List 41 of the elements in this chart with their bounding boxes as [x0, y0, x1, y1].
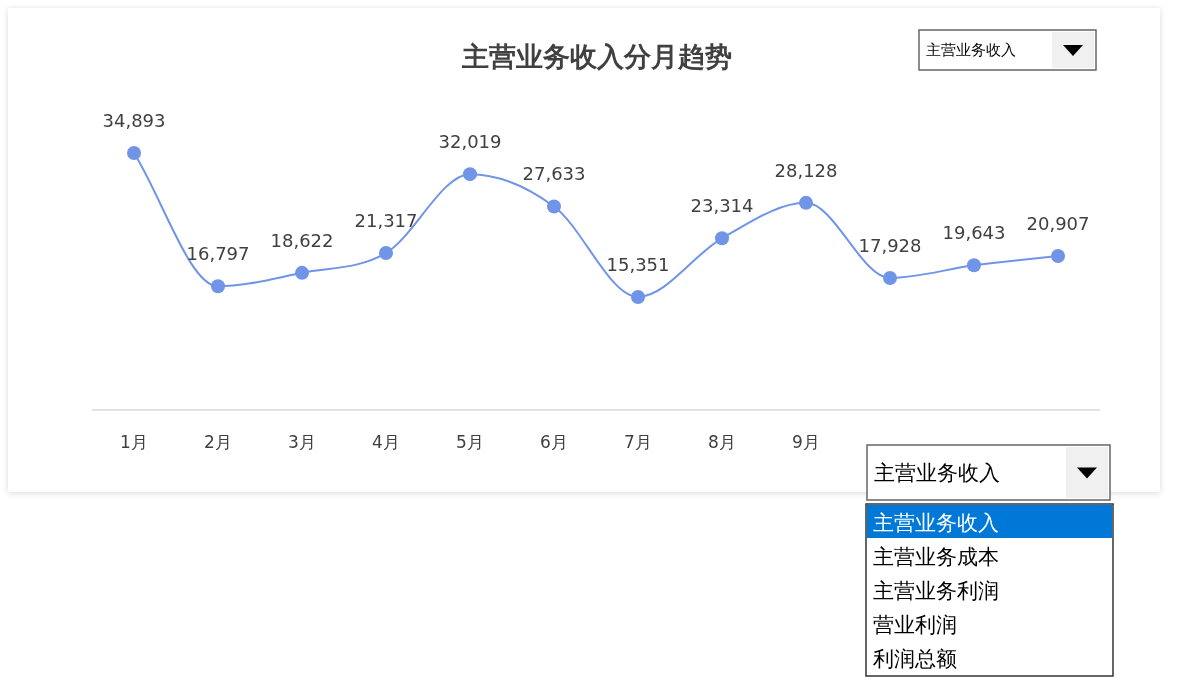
- point: [295, 265, 309, 280]
- data-label: 18,622: [270, 229, 334, 251]
- point: [127, 146, 141, 160]
- x-tick-label: 9月: [792, 432, 820, 452]
- point: [547, 199, 561, 214]
- point: [715, 231, 729, 246]
- x-tick-label: 4月: [372, 432, 400, 452]
- x-tick-label: 2月: [204, 432, 232, 452]
- data-label: 23,314: [690, 195, 754, 217]
- x-tick-label: 3月: [288, 432, 316, 452]
- x-tick-label: 5月: [456, 432, 484, 452]
- data-label: 28,128: [774, 159, 838, 181]
- x-tick-label: 7月: [624, 432, 652, 452]
- text: 主营业务成本: [873, 545, 999, 569]
- point: [967, 258, 981, 273]
- text: 主营业务利润: [873, 579, 999, 603]
- point: [1051, 249, 1065, 264]
- point: [211, 279, 225, 294]
- text: 主营业务收入: [873, 511, 999, 535]
- text: 利润总额: [873, 647, 957, 671]
- point: [883, 270, 897, 285]
- text: 营业利润: [873, 613, 957, 637]
- data-label: 19,643: [942, 222, 1006, 244]
- x-tick-label: 8月: [708, 432, 736, 452]
- data-label: 16,797: [186, 243, 250, 265]
- data-label: 34,893: [102, 110, 166, 131]
- point: [631, 289, 645, 304]
- data-label: 27,633: [522, 163, 586, 185]
- x-tick-label: 1月: [120, 432, 148, 452]
- point: [799, 195, 813, 210]
- data-label: 20,907: [1026, 213, 1090, 235]
- data-label: 17,928: [858, 234, 922, 256]
- point: [379, 245, 393, 260]
- data-label: 21,317: [354, 209, 418, 231]
- text: 主营业务收入: [874, 461, 1000, 486]
- data-label: 15,351: [606, 253, 670, 275]
- x-tick-label: 6月: [540, 432, 568, 452]
- point: [463, 167, 477, 182]
- chart-title: 主营业务收入分月趋势: [461, 41, 732, 72]
- text: 主营业务收入: [926, 41, 1016, 60]
- data-label: 32,019: [438, 131, 502, 153]
